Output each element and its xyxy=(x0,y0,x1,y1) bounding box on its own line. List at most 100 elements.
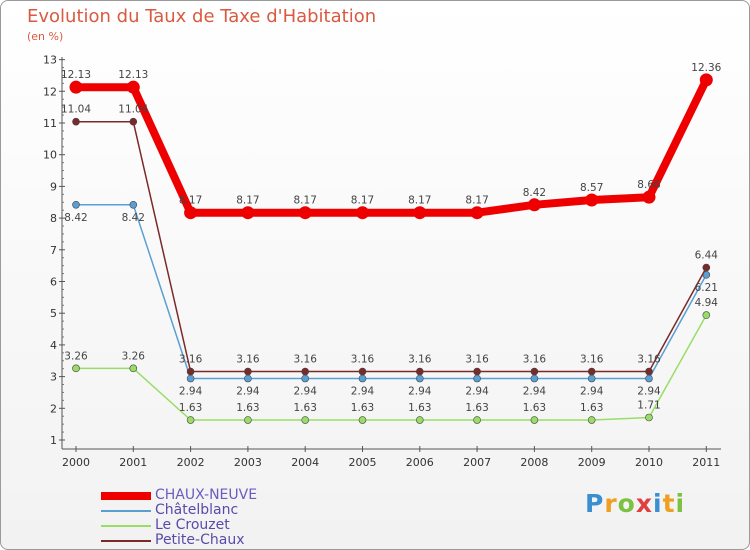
data-point xyxy=(413,206,427,220)
data-point xyxy=(473,374,481,383)
x-tick-label: 2008 xyxy=(520,456,548,469)
data-point xyxy=(186,374,195,383)
data-label: 1.63 xyxy=(179,402,202,414)
y-tick-label: 12 xyxy=(43,85,57,98)
data-point xyxy=(415,367,424,376)
data-point xyxy=(72,117,80,126)
y-tick-label: 3 xyxy=(50,371,57,384)
data-label: 8.17 xyxy=(294,195,317,207)
data-labels: 8.42 8.42 2.94 2.94 2.94 2.94 2.94 2.94 2.94 2.94… xyxy=(61,62,722,414)
legend-item: Châtelblanc xyxy=(101,503,257,518)
data-label: 3.16 xyxy=(408,354,432,366)
data-label: 8.42 xyxy=(523,187,546,199)
y-tick-label: 1 xyxy=(50,434,57,447)
data-label: 1.63 xyxy=(523,402,546,414)
data-label: 3.16 xyxy=(236,354,260,366)
data-point xyxy=(587,416,596,424)
data-label: 3.26 xyxy=(122,350,146,362)
data-label: 8.17 xyxy=(351,195,374,207)
data-point xyxy=(244,367,252,376)
legend-swatch xyxy=(101,539,151,542)
data-label: 2.94 xyxy=(408,386,432,398)
data-point xyxy=(298,206,312,220)
data-label: 8.17 xyxy=(465,195,488,207)
legend-label: Le Crouzet xyxy=(155,517,230,533)
data-point xyxy=(699,73,713,87)
data-label: 3.26 xyxy=(64,350,88,362)
legend-item: CHAUX-NEUVE xyxy=(101,488,257,503)
data-point xyxy=(645,374,653,383)
data-label: 4.94 xyxy=(695,297,719,309)
y-tick-label: 9 xyxy=(50,180,57,193)
data-label: 2.94 xyxy=(523,386,547,398)
data-point xyxy=(415,416,424,424)
logo-letter: i xyxy=(675,489,686,518)
y-tick-label: 7 xyxy=(50,244,57,257)
data-point xyxy=(530,374,539,383)
y-tick-label: 2 xyxy=(50,402,57,415)
data-label: 8.66 xyxy=(637,179,661,191)
data-point xyxy=(530,367,539,376)
data-point xyxy=(241,206,255,220)
legend-label: Petite-Chaux xyxy=(155,532,245,548)
data-point xyxy=(126,80,140,94)
legend-swatch xyxy=(101,509,151,512)
legend-swatch xyxy=(101,524,151,527)
data-label: 12.13 xyxy=(118,69,148,81)
series-lines xyxy=(69,73,713,424)
y-tick-label: 13 xyxy=(43,54,57,67)
x-tick-label: 2007 xyxy=(463,456,491,469)
x-tick-label: 2009 xyxy=(578,456,606,469)
series-ch-telblanc xyxy=(72,200,711,383)
data-label: 2.94 xyxy=(236,386,260,398)
logo-letter: P xyxy=(585,489,605,518)
data-label: 3.16 xyxy=(580,354,604,366)
x-tick-label: 2010 xyxy=(635,456,663,469)
x-tick-label: 2003 xyxy=(234,456,262,469)
data-point xyxy=(244,374,252,383)
x-tick-label: 2004 xyxy=(291,456,319,469)
data-label: 8.17 xyxy=(236,195,259,207)
data-point xyxy=(587,367,596,376)
data-point xyxy=(527,198,541,212)
data-point xyxy=(244,416,252,424)
legend: CHAUX-NEUVE Châtelblanc Le Crouzet Petite-C… xyxy=(101,488,257,548)
data-label: 11.04 xyxy=(61,104,91,116)
data-label: 3.16 xyxy=(294,354,318,366)
data-label: 3.16 xyxy=(179,354,203,366)
y-tick-label: 10 xyxy=(43,149,57,162)
data-label: 1.63 xyxy=(294,402,317,414)
logo-letter: o xyxy=(617,489,636,518)
data-label: 8.57 xyxy=(580,182,603,194)
data-label: 1.63 xyxy=(408,402,431,414)
x-tick-label: 2005 xyxy=(349,456,377,469)
data-point xyxy=(356,206,369,220)
data-label: 3.16 xyxy=(523,354,547,366)
data-point xyxy=(186,416,195,424)
data-point xyxy=(530,416,539,424)
x-tick-label: 2002 xyxy=(177,456,205,469)
legend-item: Petite-Chaux xyxy=(101,533,257,548)
legend-label: CHAUX-NEUVE xyxy=(155,487,258,503)
data-point xyxy=(301,367,310,376)
y-tick-label: 5 xyxy=(50,307,57,320)
data-point xyxy=(301,416,310,424)
data-label: 3.16 xyxy=(637,354,661,366)
data-label: 3.16 xyxy=(465,354,489,366)
proxiti-logo: Proxiti xyxy=(585,489,685,518)
x-tick-label: 2006 xyxy=(406,456,434,469)
series-le-crouzet xyxy=(72,311,711,424)
series-line xyxy=(76,120,707,373)
y-tick-label: 11 xyxy=(43,117,57,130)
data-point xyxy=(186,367,195,376)
data-label: 2.94 xyxy=(179,386,203,398)
data-point xyxy=(129,200,138,209)
data-point xyxy=(358,374,367,383)
data-label: 8.17 xyxy=(179,195,202,207)
data-label: 12.36 xyxy=(691,62,721,74)
data-label: 1.63 xyxy=(465,402,488,414)
legend-swatch xyxy=(101,491,151,500)
series-petite-chaux xyxy=(72,117,711,376)
